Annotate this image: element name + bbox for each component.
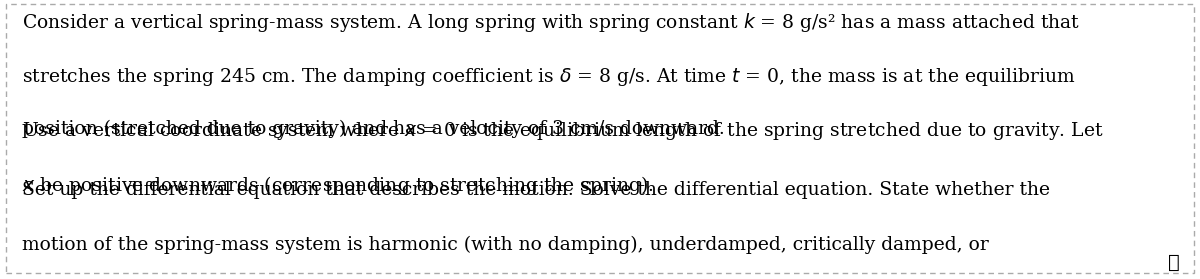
Text: Consider a vertical spring-mass system. A long spring with spring constant $k$ =: Consider a vertical spring-mass system. … xyxy=(22,11,1080,34)
Text: Use a vertical coordinate system where $x$ = 0 is the equilibrium length of the : Use a vertical coordinate system where $… xyxy=(22,120,1104,142)
Text: $x$ be positive downwards (corresponding to stretching the spring).: $x$ be positive downwards (corresponding… xyxy=(22,174,654,197)
Text: Set up the differential equation that describes the motion. Solve the differenti: Set up the differential equation that de… xyxy=(22,181,1050,199)
Text: position (stretched due to gravity) and has a velocity of 3 cm/s downward.: position (stretched due to gravity) and … xyxy=(22,120,725,138)
Text: stretches the spring 245 cm. The damping coefficient is $\delta$ = 8 g/s. At tim: stretches the spring 245 cm. The damping… xyxy=(22,66,1075,88)
Text: motion of the spring-mass system is harmonic (with no damping), underdamped, cri: motion of the spring-mass system is harm… xyxy=(22,236,989,254)
Text: 📝: 📝 xyxy=(1168,253,1180,272)
